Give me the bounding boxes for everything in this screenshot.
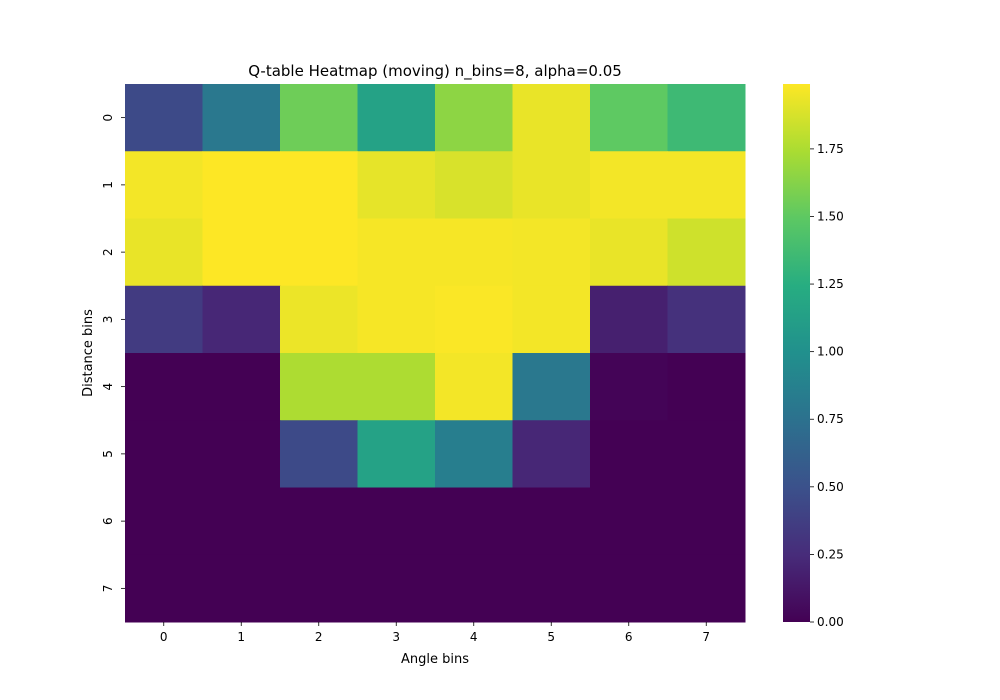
y-tick-label: 4 xyxy=(101,383,115,391)
heatmap-cell xyxy=(435,151,513,219)
heatmap-cell xyxy=(667,487,746,556)
heatmap-cell xyxy=(357,353,436,421)
heatmap-cell xyxy=(435,487,513,556)
heatmap-cell xyxy=(512,554,591,623)
x-tick-label: 7 xyxy=(702,630,710,644)
heatmap-cell xyxy=(125,84,203,152)
heatmap-cell xyxy=(590,554,668,623)
colorbar-tick-label: 0.50 xyxy=(817,480,844,494)
chart-title: Q-table Heatmap (moving) n_bins=8, alpha… xyxy=(248,62,622,81)
x-tick-label: 2 xyxy=(315,630,323,644)
heatmap-cell xyxy=(280,84,358,152)
x-axis: 0 1 2 3 4 5 6 7 xyxy=(160,622,710,644)
heatmap-cell xyxy=(125,554,203,623)
x-tick-label: 0 xyxy=(160,630,168,644)
heatmap-cell xyxy=(667,353,746,421)
heatmap-cell xyxy=(590,487,668,556)
heatmap-cell xyxy=(357,420,436,488)
heatmap-cell xyxy=(512,353,591,421)
colorbar xyxy=(783,84,810,622)
heatmap-cell xyxy=(435,285,513,354)
heatmap-cell xyxy=(667,151,746,219)
heatmap-cell xyxy=(202,420,281,488)
heatmap-cell xyxy=(357,285,436,354)
heatmap-cell xyxy=(435,84,513,152)
heatmap-cell xyxy=(590,84,668,152)
heatmap-cell xyxy=(512,151,591,219)
heatmap-cell xyxy=(512,487,591,556)
heatmap-cell xyxy=(357,84,436,152)
heatmap-cell xyxy=(590,151,668,219)
heatmap-cell xyxy=(125,151,203,219)
heatmap-cell xyxy=(357,554,436,623)
x-tick-label: 6 xyxy=(625,630,633,644)
heatmap-cell xyxy=(357,487,436,556)
x-tick-label: 4 xyxy=(470,630,478,644)
heatmap-cell xyxy=(202,554,281,623)
heatmap-cell xyxy=(590,420,668,488)
y-tick-label: 1 xyxy=(101,181,115,189)
colorbar-tick-label: 0.75 xyxy=(817,412,844,426)
heatmap-cell xyxy=(202,218,281,287)
y-tick-label: 5 xyxy=(101,450,115,458)
heatmap-cell xyxy=(280,285,358,354)
colorbar-tick-label: 1.00 xyxy=(817,345,844,359)
x-tick-label: 5 xyxy=(547,630,555,644)
colorbar-tick-label: 0.00 xyxy=(817,615,844,629)
y-tick-label: 7 xyxy=(101,585,115,593)
colorbar-tick-label: 1.50 xyxy=(817,209,844,223)
heatmap-cells xyxy=(125,84,746,623)
heatmap-cell xyxy=(512,420,591,488)
heatmap-cell xyxy=(280,218,358,287)
heatmap-cell xyxy=(435,218,513,287)
y-axis-label: Distance bins xyxy=(81,309,96,397)
y-tick-label: 0 xyxy=(101,114,115,122)
heatmap-cell xyxy=(125,420,203,488)
heatmap-cell xyxy=(667,84,746,152)
heatmap-cell xyxy=(280,353,358,421)
heatmap-cell xyxy=(280,487,358,556)
heatmap-cell xyxy=(667,285,746,354)
heatmap-cell xyxy=(435,420,513,488)
colorbar-tick-label: 1.25 xyxy=(817,277,844,291)
heatmap-cell xyxy=(280,554,358,623)
heatmap-cell xyxy=(125,285,203,354)
heatmap-cell xyxy=(590,353,668,421)
heatmap-cell xyxy=(512,218,591,287)
heatmap-cell xyxy=(590,285,668,354)
y-tick-label: 6 xyxy=(101,517,115,525)
heatmap-cell xyxy=(202,84,281,152)
colorbar-ticks: 0.00 0.25 0.50 0.75 1.00 1.25 1.50 1.75 xyxy=(810,142,844,629)
x-axis-label: Angle bins xyxy=(401,652,469,667)
heatmap-cell xyxy=(667,420,746,488)
heatmap-cell xyxy=(667,554,746,623)
heatmap-cell xyxy=(125,218,203,287)
y-tick-label: 3 xyxy=(101,316,115,324)
heatmap-cell xyxy=(202,151,281,219)
heatmap-cell xyxy=(667,218,746,287)
heatmap-cell xyxy=(280,420,358,488)
heatmap-cell xyxy=(590,218,668,287)
heatmap-cell xyxy=(202,353,281,421)
heatmap-cell xyxy=(125,353,203,421)
heatmap-cell xyxy=(280,151,358,219)
colorbar-tick-label: 1.75 xyxy=(817,142,844,156)
x-tick-label: 3 xyxy=(392,630,400,644)
colorbar-tick-label: 0.25 xyxy=(817,547,844,561)
heatmap-cell xyxy=(125,487,203,556)
heatmap-cell xyxy=(357,151,436,219)
heatmap-cell xyxy=(435,554,513,623)
heatmap-cell xyxy=(512,285,591,354)
heatmap-cell xyxy=(202,285,281,354)
heatmap-cell xyxy=(202,487,281,556)
y-tick-label: 2 xyxy=(101,248,115,256)
heatmap-cell xyxy=(357,218,436,287)
heatmap-cell xyxy=(435,353,513,421)
y-axis: 0 1 2 3 4 5 6 7 xyxy=(101,114,125,592)
heatmap-cell xyxy=(512,84,591,152)
x-tick-label: 1 xyxy=(237,630,245,644)
